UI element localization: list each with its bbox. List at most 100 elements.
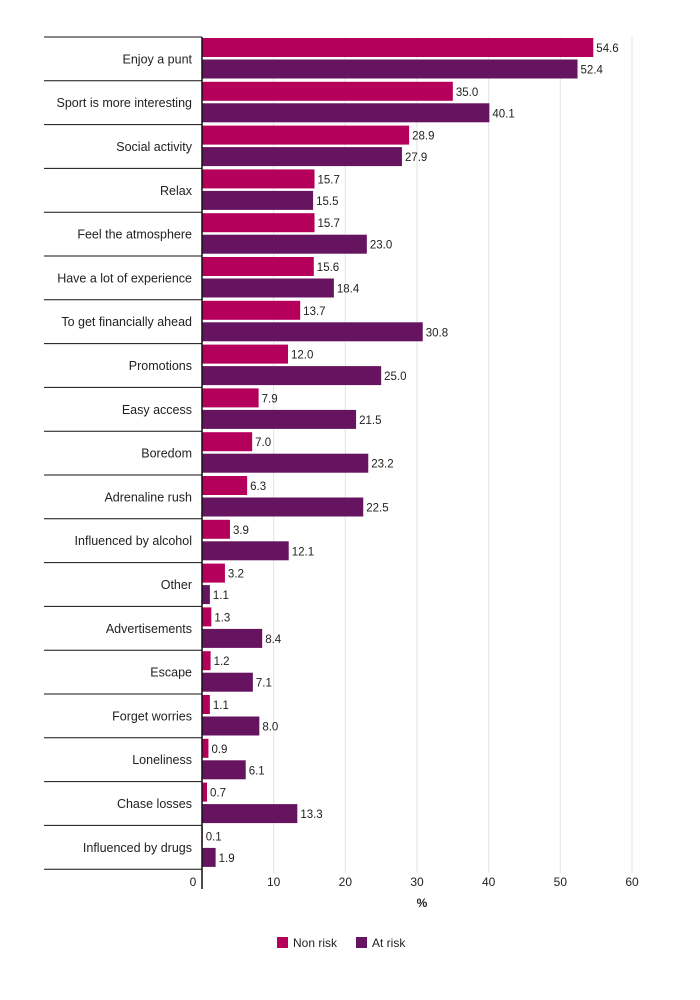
category-label-17: Chase losses — [117, 797, 192, 811]
x-tick-label-20: 20 — [339, 875, 353, 889]
bar-at-risk-7 — [202, 366, 382, 386]
value-label-at-risk-13: 8.4 — [265, 634, 282, 646]
value-label-non-risk-9: 7.0 — [255, 437, 271, 449]
labels: 0 10 20 30 40 50 60 54.6 52.4 Enjoy a punt 35.0 40.… — [57, 43, 639, 889]
legend-label-at-risk: At risk — [372, 936, 406, 950]
category-label-0: Enjoy a punt — [123, 52, 193, 66]
bar-at-risk-3 — [202, 190, 314, 210]
category-label-9: Boredom — [141, 447, 192, 461]
value-label-non-risk-2: 28.9 — [412, 131, 434, 143]
grid-lines — [273, 37, 633, 874]
bar-non-risk-2 — [202, 125, 410, 145]
category-label-3: Relax — [160, 184, 193, 198]
value-label-non-risk-10: 6.3 — [250, 481, 266, 493]
x-tick-label-0: 0 — [190, 875, 197, 889]
x-tick-label-40: 40 — [482, 875, 496, 889]
x-tick-label-60: 60 — [625, 875, 639, 889]
value-label-at-risk-18: 1.9 — [219, 853, 235, 865]
category-label-18: Influenced by drugs — [83, 841, 192, 855]
value-label-non-risk-13: 1.3 — [214, 612, 230, 624]
bar-non-risk-0 — [202, 38, 594, 57]
bar-at-risk-9 — [202, 453, 369, 473]
bar-non-risk-10 — [202, 476, 248, 495]
category-label-11: Influenced by alcohol — [75, 534, 192, 548]
value-label-at-risk-6: 30.8 — [426, 327, 448, 339]
value-label-non-risk-18: 0.1 — [206, 831, 222, 843]
bar-at-risk-17 — [202, 804, 298, 824]
x-axis-title: % — [417, 896, 428, 910]
legend: Non risk At risk — [277, 936, 406, 950]
category-label-12: Other — [161, 578, 192, 592]
x-tick-label-30: 30 — [410, 875, 424, 889]
bar-non-risk-13 — [202, 607, 212, 627]
value-label-at-risk-3: 15.5 — [316, 196, 338, 208]
bar-non-risk-3 — [202, 169, 315, 189]
bar-non-risk-14 — [202, 651, 211, 671]
bar-non-risk-4 — [202, 213, 315, 233]
value-label-non-risk-0: 54.6 — [596, 43, 618, 55]
bar-at-risk-13 — [202, 628, 263, 648]
bar-at-risk-5 — [202, 278, 334, 298]
bar-at-risk-15 — [202, 716, 260, 736]
bar-at-risk-14 — [202, 672, 253, 692]
category-label-13: Advertisements — [106, 622, 192, 636]
bar-at-risk-10 — [202, 497, 364, 517]
value-label-non-risk-4: 15.7 — [318, 218, 340, 230]
bar-non-risk-17 — [202, 782, 208, 802]
category-label-14: Escape — [150, 666, 192, 680]
bar-non-risk-5 — [202, 257, 314, 276]
value-label-non-risk-8: 7.9 — [262, 393, 278, 405]
value-label-at-risk-0: 52.4 — [581, 65, 604, 77]
value-label-at-risk-11: 12.1 — [292, 546, 314, 558]
bar-non-risk-9 — [202, 432, 253, 452]
bar-at-risk-18 — [202, 847, 216, 867]
value-label-at-risk-4: 23.0 — [370, 240, 392, 252]
bar-at-risk-11 — [202, 541, 289, 561]
value-label-at-risk-12: 1.1 — [213, 590, 229, 602]
bar-non-risk-8 — [202, 388, 259, 408]
category-label-8: Easy access — [122, 403, 192, 417]
legend-swatch-at-risk — [356, 937, 367, 948]
bar-non-risk-6 — [202, 300, 301, 320]
value-label-non-risk-3: 15.7 — [318, 174, 340, 186]
bar-at-risk-8 — [202, 409, 357, 429]
value-label-at-risk-7: 25.0 — [384, 371, 406, 383]
bar-at-risk-6 — [202, 322, 423, 342]
value-label-at-risk-5: 18.4 — [337, 284, 360, 296]
bar-non-risk-7 — [202, 344, 288, 364]
value-label-at-risk-10: 22.5 — [366, 503, 388, 515]
value-label-non-risk-14: 1.2 — [214, 656, 230, 668]
bar-at-risk-4 — [202, 234, 367, 254]
value-label-at-risk-8: 21.5 — [359, 415, 381, 427]
bars — [202, 38, 594, 867]
bar-non-risk-15 — [202, 695, 210, 714]
value-label-non-risk-5: 15.6 — [317, 262, 339, 274]
value-label-non-risk-6: 13.7 — [303, 306, 325, 318]
bar-at-risk-16 — [202, 760, 246, 780]
category-label-4: Feel the atmosphere — [77, 228, 192, 242]
category-label-16: Loneliness — [132, 753, 192, 767]
category-label-6: To get financially ahead — [61, 315, 192, 329]
bar-at-risk-12 — [202, 585, 210, 605]
category-label-1: Sport is more interesting — [57, 96, 193, 110]
legend-swatch-non-risk — [277, 937, 288, 948]
value-label-non-risk-16: 0.9 — [211, 744, 227, 756]
x-tick-label-10: 10 — [267, 875, 281, 889]
value-label-at-risk-14: 7.1 — [256, 678, 272, 690]
category-label-15: Forget worries — [112, 709, 192, 723]
value-label-at-risk-2: 27.9 — [405, 152, 427, 164]
value-label-non-risk-11: 3.9 — [233, 525, 249, 537]
bar-at-risk-1 — [202, 103, 490, 123]
category-label-7: Promotions — [129, 359, 192, 373]
bar-non-risk-1 — [202, 81, 453, 101]
category-separators — [44, 36, 202, 870]
value-label-at-risk-16: 6.1 — [249, 765, 265, 777]
value-label-at-risk-1: 40.1 — [492, 108, 514, 120]
bar-at-risk-2 — [202, 147, 402, 167]
value-label-at-risk-15: 8.0 — [262, 722, 278, 734]
value-label-non-risk-17: 0.7 — [210, 788, 226, 800]
value-label-at-risk-9: 23.2 — [371, 459, 393, 471]
category-label-10: Adrenaline rush — [104, 490, 192, 504]
category-label-2: Social activity — [116, 140, 192, 154]
